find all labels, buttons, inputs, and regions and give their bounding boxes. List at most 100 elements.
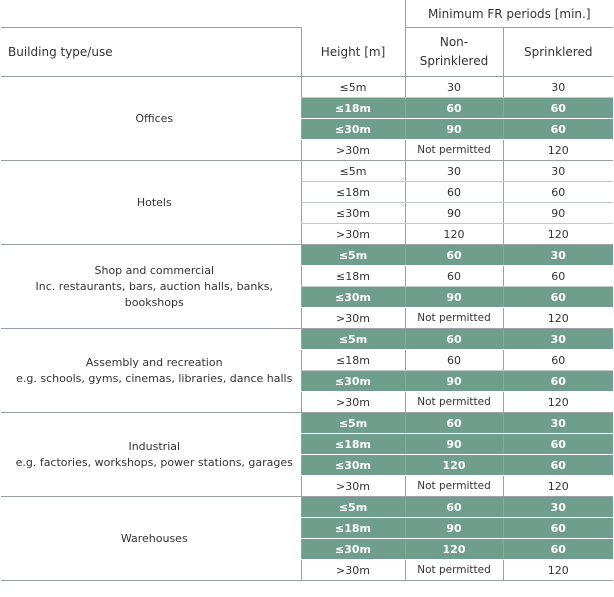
table-row: >30m Not permitted 120	[1, 559, 613, 581]
non-sprinklered-cell: 120	[404, 223, 503, 245]
height-cell: ≤18m	[300, 181, 405, 203]
sprinklered-cell: 30	[502, 496, 613, 518]
table-row: Shop and commercial Inc. restaurants, bar…	[1, 244, 613, 329]
building-type-name: Warehouses	[120, 531, 188, 545]
non-sprinklered-cell: 120	[404, 538, 503, 560]
sprinklered-cell: 120	[502, 139, 613, 161]
sprinklered-cell: 120	[502, 475, 613, 497]
height-cell: ≤5m	[300, 412, 405, 434]
height-cell: ≤5m	[300, 328, 405, 350]
col-header-non-sprinklered: Non- Sprinklered	[404, 27, 503, 77]
sprinklered-cell: 120	[502, 307, 613, 329]
non-sprinklered-cell: 60	[404, 97, 503, 119]
non-sprinklered-cell: 30	[404, 76, 503, 98]
building-type-name: Industrial	[128, 439, 181, 453]
non-sprinklered-cell: 60	[404, 181, 503, 203]
sprinklered-cell: 90	[502, 202, 613, 224]
height-cell: ≤30m	[300, 454, 405, 476]
non-sprinklered-cell: 60	[404, 349, 503, 371]
table-row: Assembly and recreation e.g. schools, gym…	[1, 328, 613, 413]
sprinklered-cell: 60	[502, 454, 613, 476]
height-cell: >30m	[300, 475, 405, 497]
non-sprinklered-cell: 90	[404, 517, 503, 539]
fire-resistance-table: Minimum FR periods [min.] Building type/…	[1, 0, 613, 581]
table-row: Warehouses ≤5m 60 30	[1, 496, 613, 581]
building-type-name: Offices	[135, 111, 174, 125]
sprinklered-cell: 120	[502, 559, 613, 581]
sprinklered-cell: 120	[502, 391, 613, 413]
table-row: Offices ≤5m 30 30	[1, 76, 613, 161]
building-type-name: Hotels	[136, 195, 172, 209]
non-sprinklered-cell: Not permitted	[404, 391, 503, 413]
height-cell: ≤5m	[300, 496, 405, 518]
header-spacer	[1, 0, 405, 28]
building-type-name: Shop and commercial	[94, 263, 214, 277]
height-cell: ≤18m	[300, 265, 405, 287]
non-sprinklered-cell: 90	[404, 433, 503, 455]
non-sprinklered-cell: 60	[404, 244, 503, 266]
height-cell: ≤18m	[300, 349, 405, 371]
non-sprinklered-cell: 60	[404, 265, 503, 287]
building-type-examples: e.g. schools, gyms, cinemas, libraries, …	[16, 371, 293, 385]
height-cell: ≤5m	[300, 244, 405, 266]
height-cell: >30m	[300, 391, 405, 413]
table-body: Offices ≤5m 30 30 ≤18m 60 60 ≤30m 90 60 >30m Not pe…	[1, 76, 613, 581]
non-sprinklered-cell: 30	[404, 160, 503, 182]
col-header-building-type: Building type/use	[1, 27, 301, 77]
sprinklered-cell: 60	[502, 265, 613, 287]
non-sprinklered-cell: Not permitted	[404, 307, 503, 329]
sprinklered-cell: 60	[502, 370, 613, 392]
non-sprinklered-cell: Not permitted	[404, 475, 503, 497]
table-row: >30m Not permitted 120	[1, 139, 613, 161]
table-row: ≤18m 60 60	[1, 97, 613, 119]
height-cell: ≤30m	[300, 538, 405, 560]
building-type-cell: Assembly and recreation e.g. schools, gym…	[1, 328, 301, 413]
sprinklered-cell: 30	[502, 244, 613, 266]
height-cell: ≤30m	[300, 118, 405, 140]
non-sprinklered-cell: Not permitted	[404, 559, 503, 581]
building-type-examples: Inc. restaurants, bars, auction halls, b…	[35, 279, 273, 309]
sprinklered-cell: 60	[502, 538, 613, 560]
sprinklered-cell: 30	[502, 76, 613, 98]
col-header-height: Height [m]	[300, 27, 405, 77]
table-row: ≤18m 60 60	[1, 349, 613, 371]
height-cell: ≤30m	[300, 370, 405, 392]
table-row: ≤30m 120 60	[1, 538, 613, 560]
sprinklered-cell: 30	[502, 412, 613, 434]
height-cell: ≤30m	[300, 286, 405, 308]
height-cell: >30m	[300, 559, 405, 581]
non-sprinklered-cell: 120	[404, 454, 503, 476]
non-sprinklered-cell: 90	[404, 370, 503, 392]
sprinklered-cell: 60	[502, 433, 613, 455]
height-cell: >30m	[300, 223, 405, 245]
table-row: ≤30m 90 60	[1, 118, 613, 140]
non-sprinklered-cell: 90	[404, 118, 503, 140]
height-cell: ≤5m	[300, 76, 405, 98]
table-row: ≤30m 90 60	[1, 286, 613, 308]
table-row: >30m Not permitted 120	[1, 475, 613, 497]
height-cell: >30m	[300, 139, 405, 161]
period-title: Minimum FR periods [min.]	[404, 0, 613, 28]
sprinklered-cell: 60	[502, 517, 613, 539]
building-type-cell: Shop and commercial Inc. restaurants, bar…	[1, 244, 301, 329]
col-header-non-sprinklered-line2: Sprinklered	[419, 54, 489, 68]
height-cell: ≤18m	[300, 433, 405, 455]
building-type-name: Assembly and recreation	[85, 355, 223, 369]
column-header-row: Building type/use Height [m] Non- Sprink…	[1, 27, 613, 77]
building-type-cell: Hotels	[1, 160, 301, 245]
non-sprinklered-cell: 90	[404, 202, 503, 224]
non-sprinklered-cell: 60	[404, 328, 503, 350]
table-row: ≤30m 120 60	[1, 454, 613, 476]
height-cell: ≤18m	[300, 517, 405, 539]
sprinklered-cell: 60	[502, 286, 613, 308]
height-cell: ≤5m	[300, 160, 405, 182]
building-type-cell: Offices	[1, 76, 301, 161]
sprinklered-cell: 60	[502, 97, 613, 119]
col-header-non-sprinklered-line1: Non-	[439, 35, 469, 49]
height-cell: ≤18m	[300, 97, 405, 119]
table-row: ≤30m 90 60	[1, 370, 613, 392]
non-sprinklered-cell: 60	[404, 412, 503, 434]
col-header-sprinklered: Sprinklered	[502, 27, 613, 77]
building-type-cell: Industrial e.g. factories, workshops, pow…	[1, 412, 301, 497]
table-row: ≤18m 90 60	[1, 433, 613, 455]
